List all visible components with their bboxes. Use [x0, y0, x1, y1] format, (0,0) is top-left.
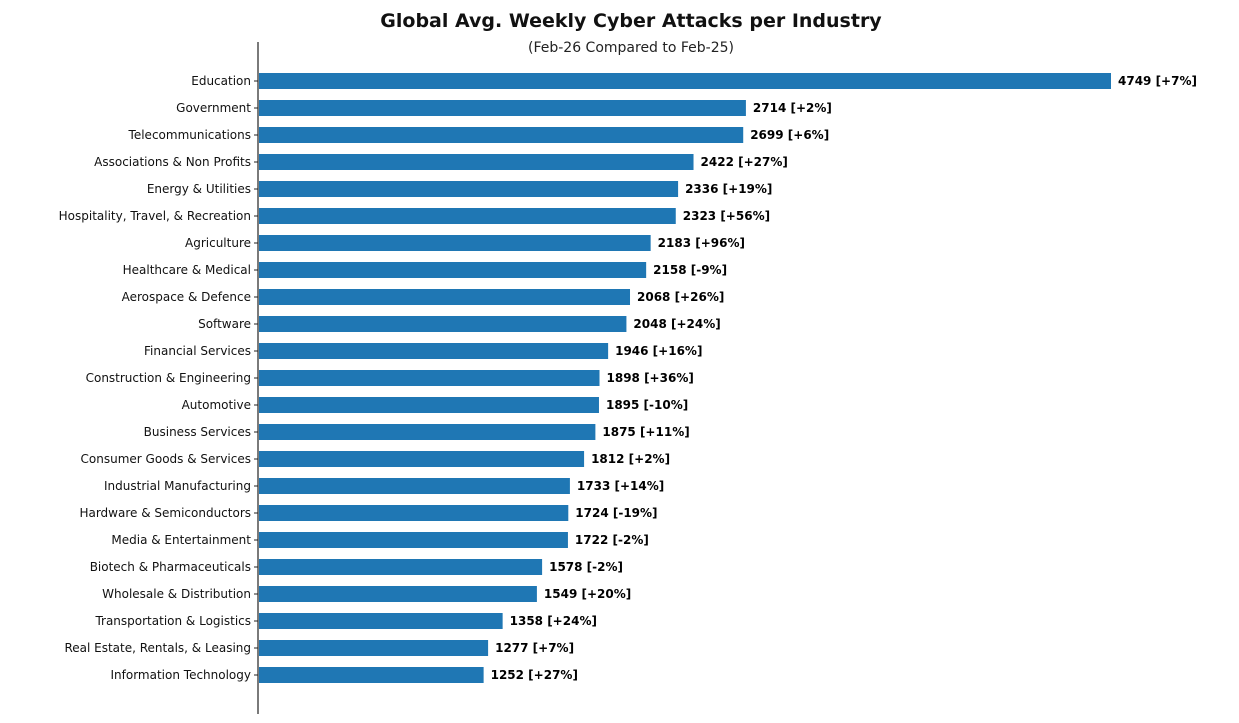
category-label: Wholesale & Distribution [102, 587, 251, 601]
value-label: 2714 [+2%] [753, 101, 832, 115]
category-label: Consumer Goods & Services [81, 452, 251, 466]
bar [259, 235, 651, 251]
bar [259, 316, 627, 332]
value-label: 2323 [+56%] [683, 209, 770, 223]
bar [259, 532, 568, 548]
value-label: 1898 [+36%] [607, 371, 694, 385]
bar [259, 559, 543, 575]
category-label: Education [191, 74, 251, 88]
bar [259, 613, 503, 629]
bar [259, 505, 569, 521]
value-label: 1358 [+24%] [510, 614, 597, 628]
value-label: 2048 [+24%] [633, 317, 720, 331]
value-label: 1946 [+16%] [615, 344, 702, 358]
bar [259, 424, 596, 440]
value-label: 1895 [-10%] [606, 398, 688, 412]
category-label: Industrial Manufacturing [104, 479, 251, 493]
category-label: Software [198, 317, 251, 331]
category-label: Government [176, 101, 251, 115]
bar [259, 154, 694, 170]
bar [259, 397, 599, 413]
category-label: Telecommunications [128, 128, 251, 142]
category-label: Automotive [182, 398, 251, 412]
chart-subtitle: (Feb-26 Compared to Feb-25) [527, 40, 735, 56]
bar [259, 73, 1111, 89]
bar [259, 586, 537, 602]
category-label: Energy & Utilities [147, 182, 251, 196]
bar [259, 370, 600, 386]
chart-title: Global Avg. Weekly Cyber Attacks per Ind… [380, 10, 882, 32]
value-label: 1277 [+7%] [495, 641, 574, 655]
bar [259, 667, 484, 683]
value-label: 1578 [-2%] [549, 560, 623, 574]
value-label: 1875 [+11%] [602, 425, 689, 439]
value-label: 2422 [+27%] [701, 155, 788, 169]
category-label: Business Services [144, 425, 251, 439]
category-label: Real Estate, Rentals, & Leasing [64, 641, 251, 655]
category-label: Transportation & Logistics [94, 614, 251, 628]
category-label: Construction & Engineering [86, 371, 251, 385]
value-label: 2336 [+19%] [685, 182, 772, 196]
category-label: Hospitality, Travel, & Recreation [59, 209, 251, 223]
category-label: Media & Entertainment [111, 533, 251, 547]
value-label: 1722 [-2%] [575, 533, 649, 547]
bar [259, 451, 585, 467]
category-label: Agriculture [185, 236, 251, 250]
category-label: Aerospace & Defence [122, 290, 251, 304]
category-label: Information Technology [111, 668, 252, 682]
category-label: Associations & Non Profits [94, 155, 251, 169]
category-label: Financial Services [144, 344, 251, 358]
bar [259, 100, 746, 116]
category-label: Hardware & Semiconductors [79, 506, 251, 520]
category-label: Biotech & Pharmaceuticals [90, 560, 251, 574]
bar [259, 640, 489, 656]
bar [259, 289, 631, 305]
bar [259, 208, 676, 224]
bar [259, 343, 609, 359]
value-label: 2699 [+6%] [750, 128, 829, 142]
value-label: 2068 [+26%] [637, 290, 724, 304]
bar [259, 478, 570, 494]
bar [259, 262, 647, 278]
value-label: 1733 [+14%] [577, 479, 664, 493]
bar [259, 127, 744, 143]
value-label: 4749 [+7%] [1118, 74, 1197, 88]
value-label: 2183 [+96%] [658, 236, 745, 250]
value-label: 2158 [-9%] [653, 263, 727, 277]
value-label: 1812 [+2%] [591, 452, 670, 466]
bar [259, 181, 679, 197]
value-label: 1549 [+20%] [544, 587, 631, 601]
value-label: 1724 [-19%] [575, 506, 657, 520]
value-label: 1252 [+27%] [491, 668, 578, 682]
category-label: Healthcare & Medical [123, 263, 251, 277]
